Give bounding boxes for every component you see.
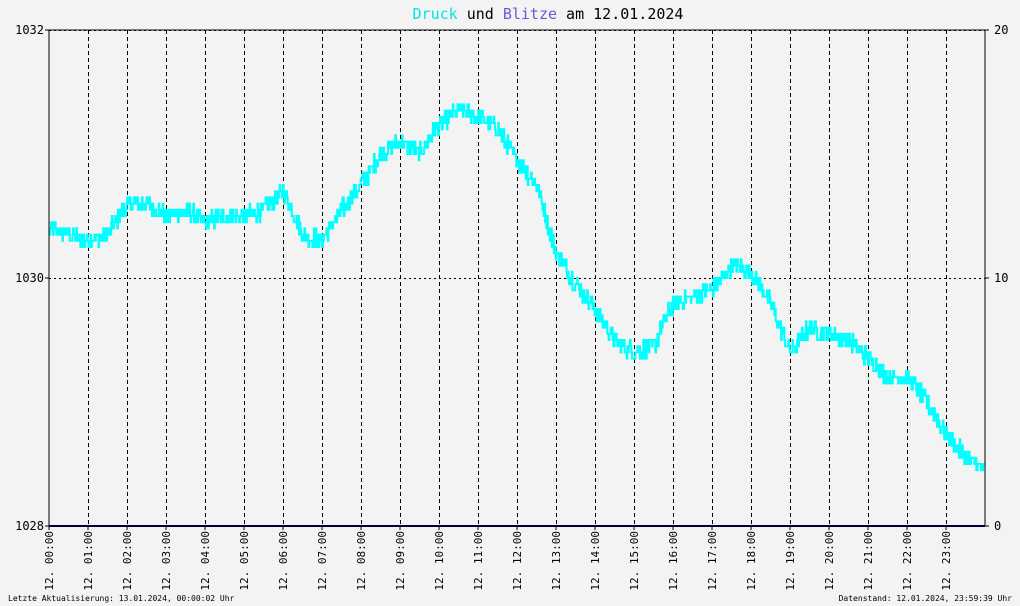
x-tick-label: 12. 02:00 (121, 531, 134, 591)
x-tick-label: 12. 09:00 (394, 531, 407, 591)
grid (49, 30, 985, 526)
x-tick-label: 12. 12:00 (511, 531, 524, 591)
x-tick-label: 12. 03:00 (160, 531, 173, 591)
y-left-tick-label: 1028 (15, 519, 44, 533)
x-tick-label: 12. 22:00 (901, 531, 914, 591)
y-left-tick-label: 1030 (15, 271, 44, 285)
footer-data-status: Datenstand: 12.01.2024, 23:59:39 Uhr (839, 594, 1013, 603)
title-series-druck: Druck (413, 5, 458, 23)
chart-title: Druck und Blitze am 12.01.2024 (413, 5, 684, 23)
title-middle: und (458, 5, 503, 23)
x-tick-label: 12. 10:00 (433, 531, 446, 591)
x-tick-label: 12. 06:00 (277, 531, 290, 591)
y-axis-left: 1032 1030 1028 (15, 23, 49, 533)
x-tick-label: 12. 16:00 (667, 531, 680, 591)
x-tick-label: 12. 17:00 (706, 531, 719, 591)
x-tick-label: 12. 20:00 (823, 531, 836, 591)
x-tick-label: 12. 05:00 (238, 531, 251, 591)
x-tick-label: 12. 00:00 (43, 531, 56, 591)
x-tick-label: 12. 15:00 (628, 531, 641, 591)
y-right-tick-label: 0 (994, 519, 1001, 533)
y-right-tick-label: 20 (994, 23, 1008, 37)
x-tick-label: 12. 14:00 (589, 531, 602, 591)
x-tick-label: 12. 19:00 (784, 531, 797, 591)
x-tick-label: 12. 23:00 (940, 531, 953, 591)
series-line-druck (48, 103, 985, 472)
x-tick-label: 12. 07:00 (316, 531, 329, 591)
x-tick-label: 12. 11:00 (472, 531, 485, 591)
x-tick-label: 12. 21:00 (862, 531, 875, 591)
footer-last-update: Letzte Aktualisierung: 13.01.2024, 00:00… (8, 594, 235, 603)
y-right-tick-label: 10 (994, 271, 1008, 285)
x-tick-label: 12. 01:00 (82, 531, 95, 591)
y-axis-right: 20 10 0 (985, 23, 1008, 533)
x-tick-label: 12. 08:00 (355, 531, 368, 591)
x-axis: 12. 00:00 12. 01:00 12. 02:00 12. 03:00 12. … (43, 526, 953, 591)
x-tick-label: 12. 04:00 (199, 531, 212, 591)
title-date: am 12.01.2024 (557, 5, 683, 23)
title-series-blitze: Blitze (503, 5, 557, 23)
x-tick-label: 12. 13:00 (550, 531, 563, 591)
x-tick-label: 12. 18:00 (745, 531, 758, 591)
y-left-tick-label: 1032 (15, 23, 44, 37)
